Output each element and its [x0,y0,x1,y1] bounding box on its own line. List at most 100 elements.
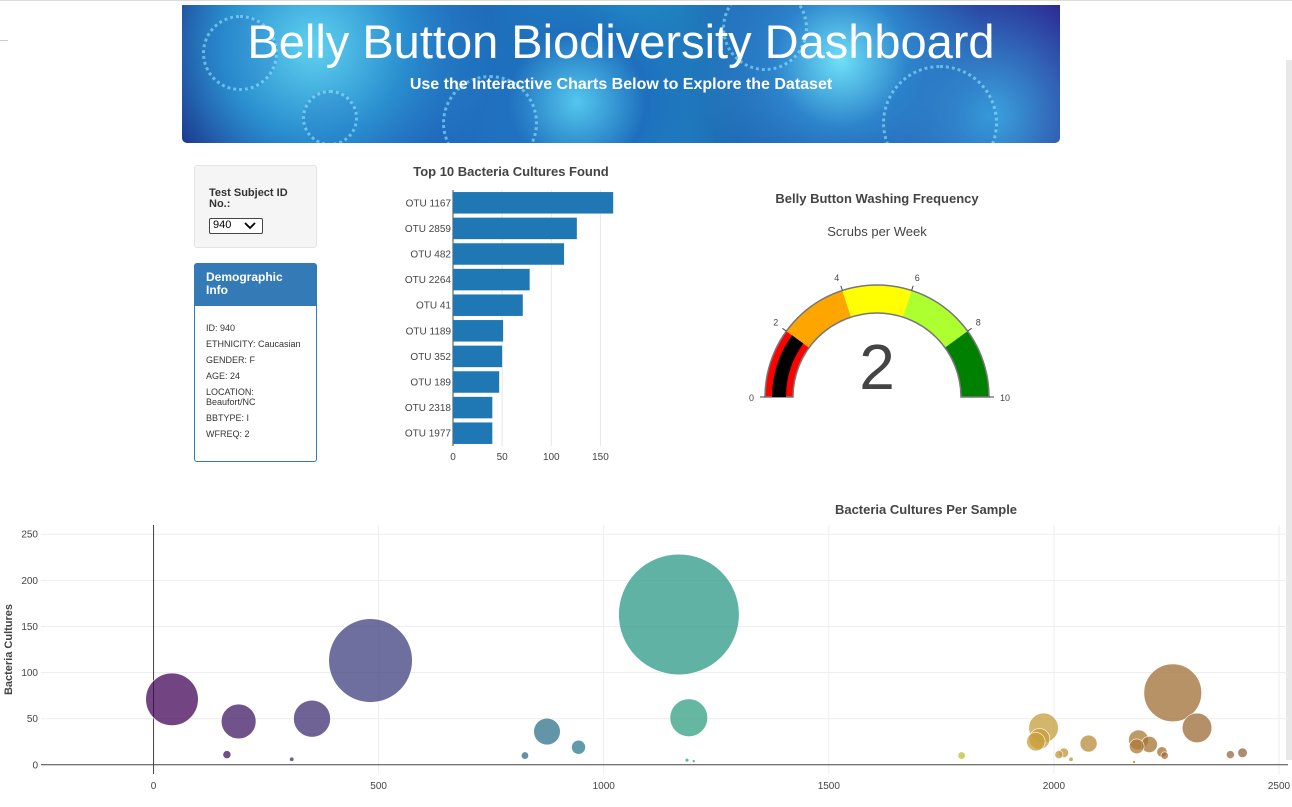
bubble-x-tick-label: 0 [151,781,157,792]
bubble-chart: Bacteria Cultures Per Sample 0 50 100 150 200… [3,502,1291,792]
bubble-x-tick-label: 1500 [818,781,841,792]
bubble-y-tick-label: 50 [27,714,39,725]
bubble-point [1054,750,1064,760]
top10-bar-chart: Top 10 Bacteria Cultures Found 0 50 100 150 O… [405,164,614,463]
gauge-value-bar [772,335,804,397]
bar-category-label: OTU 352 [410,352,451,363]
bubble-point [533,717,561,746]
bubble-point [220,703,257,740]
bubble-point [145,672,199,726]
window-top-border [0,0,1292,5]
virus-decoration [302,90,358,143]
gauge-tick [911,285,914,291]
gauge-tick-label: 6 [915,273,920,283]
subject-id-value: 940 [213,219,232,231]
gauge-tick-label: 4 [834,273,839,283]
page-subtitle: Use the Interactive Charts Below to Expl… [409,76,833,93]
demographic-line: BBTYPE: I [206,413,250,423]
subject-id-select[interactable]: 940 [209,218,263,234]
bubble-x-tick-label: 2500 [1268,781,1291,792]
bubble-point [289,756,295,762]
bubble-point [691,759,696,763]
bubble-y-tick-label: 250 [21,530,38,541]
bubble-y-tick-label: 200 [21,576,38,587]
bubble-point [1132,760,1136,764]
bar-category-label: OTU 2264 [405,275,452,286]
bubble-point [1226,750,1235,760]
bubble-point [1026,732,1046,752]
gauge-value-number: 2 [859,331,895,403]
bar [453,192,614,214]
demographic-info-panel: Demographic Info ID: 940 ETHNICITY: Cauca… [194,263,317,462]
subject-selector-label: Test Subject ID No.: [209,187,288,210]
bubble-point [1143,663,1202,723]
gauge-tick-label: 10 [1000,393,1010,403]
bubble-chart-title: Bacteria Cultures Per Sample [835,502,1017,517]
demographic-line: ID: 940 [206,323,236,333]
bubble-y-tick-label: 0 [32,760,38,771]
gauge-step [902,290,968,348]
bubble-y-tick-label: 100 [21,668,38,679]
bubble-point [1129,738,1145,755]
bar [453,345,503,368]
bar [453,217,577,240]
subject-selector-panel: Test Subject ID No.: 940 [194,165,317,248]
gauge-step [786,290,852,348]
bubble-x-tick-label: 500 [370,781,387,792]
demographic-line: AGE: 24 [206,371,241,381]
gauge-title: Belly Button Washing Frequency [775,191,979,206]
vertical-scrollbar[interactable] [1286,60,1292,760]
bar [453,294,523,316]
bar-category-label: OTU 1977 [405,429,452,440]
bar [453,320,504,342]
bar-x-tick-label: 100 [543,452,560,463]
window-left-edge [0,0,8,41]
demographic-info-title: Demographic Info [195,264,316,306]
bar-category-label: OTU 482 [410,250,451,261]
washing-frequency-gauge: Belly Button Washing Frequency Scrubs per… [749,191,1010,403]
bubble-point [1160,751,1169,760]
bubble-point [684,758,690,763]
virus-decoration [202,15,278,91]
bubble-y-axis-label: Bacteria Cultures [3,604,15,695]
page-title: Belly Button Biodiversity Dashboard [247,15,995,68]
bar-category-label: OTU 1189 [406,326,452,337]
bubble-point [1181,712,1213,743]
demographic-line: ETHNICITY: Caucasian [206,339,301,349]
bar-x-tick-label: 0 [450,452,456,463]
bar [453,243,565,265]
gauge-tick-label: 2 [773,317,778,327]
bubble-point [1079,734,1098,753]
bar-category-label: OTU 2318 [405,403,452,414]
bar-category-label: OTU 189 [410,378,451,389]
virus-decoration [722,5,808,71]
chevron-down-icon [244,222,256,230]
bar-x-tick-label: 150 [592,452,609,463]
bubble-point [669,698,708,737]
bar [453,371,500,393]
gauge-tick-label: 0 [749,393,754,403]
bubble-point [1068,756,1074,762]
bubble-point [571,739,586,755]
bar [453,396,493,419]
bubble-point [222,750,232,760]
demographic-info-body: ID: 940 ETHNICITY: Caucasian GENDER: F AGE:… [195,306,316,439]
bubble-point [520,751,529,760]
gauge-subtitle: Scrubs per Week [827,224,927,239]
gauge-tick [967,327,972,332]
demographic-line: WFREQ: 2 [206,429,250,439]
bar [453,422,493,444]
bubble-point [957,751,966,760]
bubble-point [1237,747,1248,758]
gauge-tick [782,327,787,332]
bubble-point [328,618,413,703]
demographic-line: LOCATION: Beaufort/NC [206,387,256,407]
bar [453,268,530,291]
bar-category-label: OTU 1167 [406,198,452,209]
bar-x-tick-label: 50 [497,452,509,463]
bar-category-label: OTU 2859 [405,224,452,235]
demographic-line: GENDER: F [206,355,256,365]
bubble-point [618,553,740,676]
header-banner: Belly Button Biodiversity Dashboard Use … [182,5,1060,143]
gauge-tick [840,285,843,291]
